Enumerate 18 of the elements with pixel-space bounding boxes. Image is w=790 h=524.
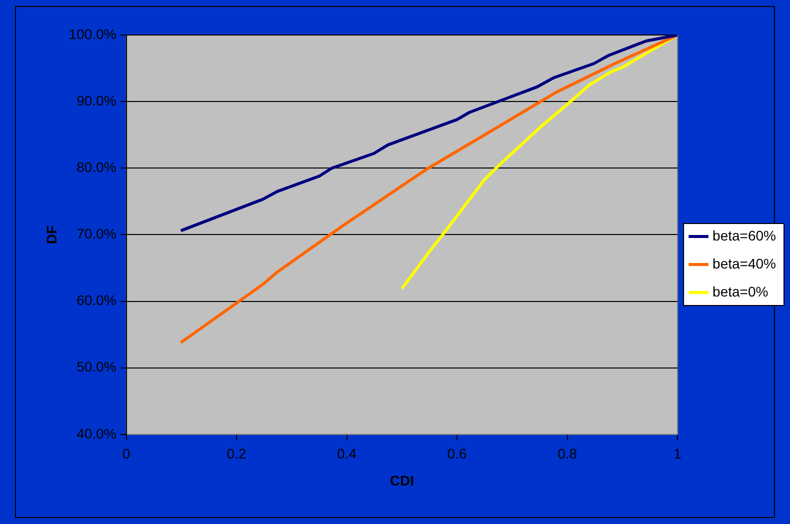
x-tick-label: 0.2: [226, 446, 246, 462]
x-tick-label: 1: [674, 446, 682, 462]
x-tick-label: 0.6: [447, 446, 467, 462]
y-axis-title: DF: [43, 224, 60, 244]
y-tick-label: 60.0%: [76, 292, 116, 308]
y-tick-label: 80.0%: [76, 158, 116, 175]
x-tick-label: 0.4: [337, 446, 357, 462]
x-axis-title: CDI: [390, 472, 414, 488]
y-tick-label: 50.0%: [76, 358, 116, 375]
legend-label: beta=0%: [712, 283, 768, 300]
x-tick-label: 0.8: [558, 446, 578, 462]
x-tick-label: 0: [122, 446, 130, 462]
y-tick-label: 90.0%: [76, 92, 116, 108]
y-tick-label: 40.0%: [76, 425, 116, 442]
legend-label: beta=40%: [712, 255, 776, 272]
y-tick-label: 70.0%: [76, 226, 116, 242]
y-tick-label: 100.0%: [68, 26, 116, 42]
legend-label: beta=60%: [712, 227, 776, 244]
